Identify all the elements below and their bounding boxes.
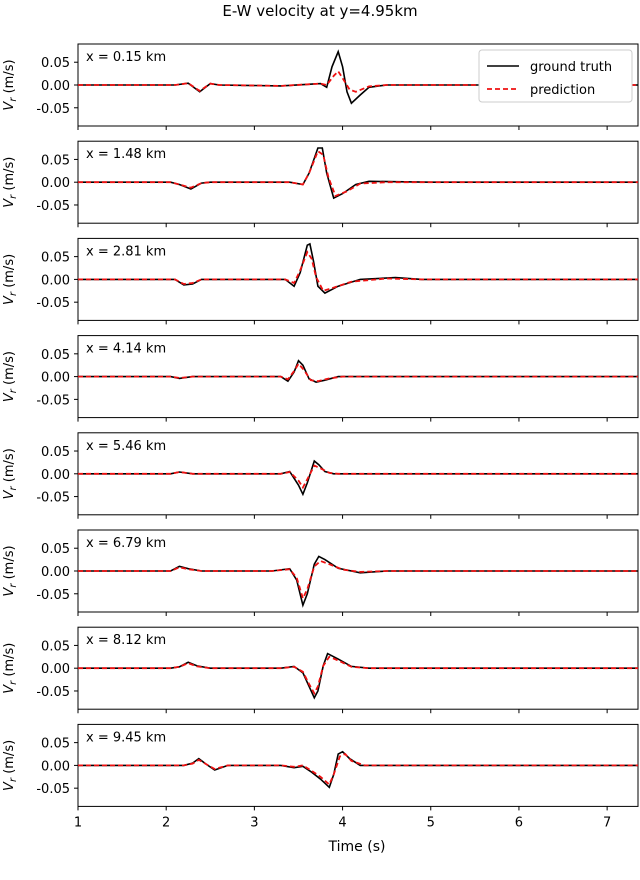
panel-2: 0.05 0.00 -0.05 Vr (m/s) x = 1.48 km — [2, 140, 639, 228]
y-tick-label: 0.00 — [41, 759, 70, 774]
x-axis-label: Time (s) — [328, 839, 386, 855]
panels-group: 0.05 0.00 -0.05 Vr (m/s) x = 0.15 km 0.05 0.00… — [2, 43, 639, 830]
panel-label: x = 4.14 km — [86, 342, 166, 357]
ground-truth-line — [78, 652, 638, 700]
panel-7: 0.05 0.00 -0.05 Vr (m/s) x = 8.12 km — [2, 626, 639, 714]
y-axis-label: Vr (m/s) — [2, 740, 19, 791]
y-tick-label: 0.05 — [41, 445, 70, 460]
panel-4: 0.05 0.00 -0.05 Vr (m/s) x = 4.14 km — [2, 335, 639, 422]
y-tick-label: 0.05 — [41, 153, 70, 168]
y-tick-label: 0.00 — [41, 371, 70, 386]
y-tick-label: 0.00 — [41, 662, 70, 677]
legend: ground truth prediction — [478, 49, 633, 103]
y-tick-label: 0.05 — [41, 639, 70, 654]
y-axis-label: Vr (m/s) — [2, 448, 19, 499]
x-tick-label: 3 — [250, 815, 258, 830]
y-axis-label: Vr (m/s) — [2, 351, 19, 402]
y-tick-label: -0.05 — [36, 393, 70, 408]
legend-label-ground-truth: ground truth — [530, 60, 612, 75]
panel-label: x = 1.48 km — [86, 147, 166, 162]
y-axis-label: Vr (m/s) — [2, 59, 19, 110]
ground-truth-line — [78, 242, 638, 295]
prediction-line — [78, 250, 638, 292]
y-tick-label: 0.05 — [41, 737, 70, 752]
x-tick-label: 2 — [162, 815, 170, 830]
legend-label-prediction: prediction — [530, 83, 595, 98]
panel-label: x = 5.46 km — [86, 439, 166, 454]
x-tick-label: 5 — [427, 815, 435, 830]
prediction-line — [78, 69, 638, 93]
ground-truth-line — [78, 147, 638, 200]
y-tick-label: 0.00 — [41, 176, 70, 191]
ground-truth-line — [78, 555, 638, 608]
prediction-line — [78, 752, 638, 786]
panel-5: 0.05 0.00 -0.05 Vr (m/s) x = 5.46 km — [2, 432, 639, 519]
y-tick-label: -0.05 — [36, 199, 70, 214]
ground-truth-line — [78, 750, 638, 789]
y-axis-label: Vr (m/s) — [2, 157, 19, 208]
panel-label: x = 2.81 km — [86, 244, 166, 259]
legend-box — [478, 49, 633, 103]
figure-title: E-W velocity at y=4.95km — [222, 2, 417, 20]
y-tick-label: 0.00 — [41, 273, 70, 288]
y-tick-label: -0.05 — [36, 588, 70, 603]
panel-6: 0.05 0.00 -0.05 Vr (m/s) x = 6.79 km — [2, 529, 639, 616]
x-tick-label: 4 — [338, 815, 346, 830]
y-axis-label: Vr (m/s) — [2, 545, 19, 596]
prediction-line — [78, 149, 638, 198]
ground-truth-line — [78, 359, 638, 383]
y-axis-label: Vr (m/s) — [2, 254, 19, 305]
x-tick-label: 1 — [74, 815, 82, 830]
y-tick-label: 0.05 — [41, 348, 70, 363]
y-tick-label: 0.05 — [41, 251, 70, 266]
prediction-line — [78, 559, 638, 601]
y-tick-label: -0.05 — [36, 296, 70, 311]
x-tick-label: 6 — [515, 815, 523, 830]
y-tick-label: 0.00 — [41, 565, 70, 580]
panel-1: 0.05 0.00 -0.05 Vr (m/s) x = 0.15 km — [2, 43, 639, 130]
panel-label: x = 0.15 km — [86, 50, 166, 65]
panel-label: x = 6.79 km — [86, 536, 166, 551]
panel-label: x = 8.12 km — [86, 633, 166, 648]
y-tick-label: 0.00 — [41, 79, 70, 94]
prediction-line — [78, 464, 638, 490]
panel-8: 0.05 0.00 -0.05 Vr (m/s) x = 9.45 km — [2, 723, 639, 811]
ground-truth-line — [78, 459, 638, 497]
y-tick-label: -0.05 — [36, 685, 70, 700]
y-tick-label: -0.05 — [36, 491, 70, 506]
x-tick-label: 7 — [603, 815, 611, 830]
y-tick-label: -0.05 — [36, 102, 70, 117]
prediction-line — [78, 655, 638, 696]
panel-label: x = 9.45 km — [86, 730, 166, 745]
y-tick-label: 0.05 — [41, 56, 70, 71]
y-tick-label: 0.05 — [41, 542, 70, 557]
panel-3: 0.05 0.00 -0.05 Vr (m/s) x = 2.81 km — [2, 237, 639, 325]
y-axis-label: Vr (m/s) — [2, 643, 19, 694]
y-tick-label: -0.05 — [36, 782, 70, 797]
y-tick-label: 0.00 — [41, 468, 70, 483]
prediction-line — [78, 362, 638, 383]
